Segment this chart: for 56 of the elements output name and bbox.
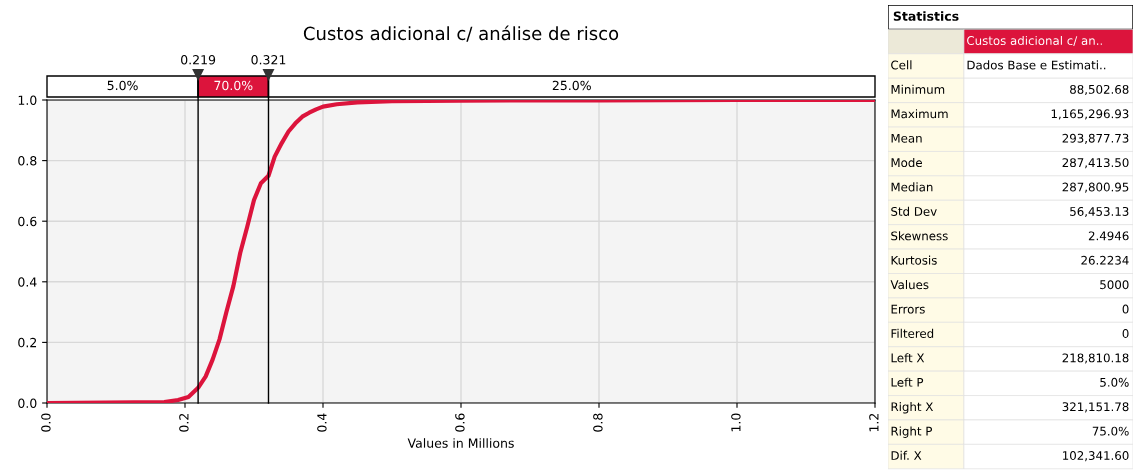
chart-title: Custos adicional c/ análise de risco xyxy=(303,25,619,42)
text: Std Dev xyxy=(891,206,937,216)
x-tick-label: 1.0 xyxy=(731,413,741,432)
text: Mean xyxy=(891,133,922,143)
x-axis-title: Values in Millions xyxy=(407,438,514,448)
x-tick-label: 0.8 xyxy=(593,413,603,432)
text: Filtered xyxy=(891,328,934,338)
text: 1,165,296.93 xyxy=(1051,109,1129,120)
y-tick-label: 0.4 xyxy=(18,277,37,287)
text: 56,453.13 xyxy=(1070,206,1129,218)
text: 287,413.50 xyxy=(1062,158,1129,169)
x-tick-label: 1.2 xyxy=(869,413,879,432)
x-tick-label: 0.4 xyxy=(317,413,327,432)
text: Right X xyxy=(891,402,934,414)
ref-line-label: 0.321 xyxy=(251,55,286,65)
text: 0 xyxy=(1122,304,1129,314)
text: 293,877.73 xyxy=(1062,133,1129,144)
text: Left X xyxy=(891,353,925,363)
y-tick-label: 0.8 xyxy=(18,156,37,166)
text: Errors xyxy=(891,304,925,314)
text: Median xyxy=(891,182,933,192)
text: Mode xyxy=(891,157,922,168)
text: Custos adicional c/ an.. xyxy=(967,35,1102,46)
y-tick-label: 0.0 xyxy=(18,398,37,408)
text: Skewness xyxy=(891,231,948,241)
text: Minimum xyxy=(891,84,945,94)
x-tick-label: 0.2 xyxy=(179,413,189,432)
text: Left P xyxy=(891,377,924,387)
text: Dados Base e Estimati.. xyxy=(967,60,1106,70)
text: 88,502.68 xyxy=(1070,84,1129,96)
ref-line-label: 0.219 xyxy=(181,55,216,65)
text: 5.0% xyxy=(1100,377,1129,387)
x-tick-label: 0.0 xyxy=(41,413,51,432)
x-tick-label: 0.6 xyxy=(455,413,465,432)
text: 70.0% xyxy=(214,80,253,91)
text: 26.2234 xyxy=(1081,255,1129,265)
text: 102,341.60 xyxy=(1063,451,1129,462)
text: 218,810.18 xyxy=(1062,353,1129,364)
y-tick-label: 0.2 xyxy=(18,337,37,348)
text: Kurtosis xyxy=(891,255,937,265)
text: Maximum xyxy=(891,109,948,119)
y-tick-label: 1.0 xyxy=(18,95,37,105)
text: 321,151.78 xyxy=(1062,402,1129,413)
text: 5000 xyxy=(1100,280,1129,290)
text: Statistics xyxy=(893,11,959,21)
text: Cell xyxy=(891,60,912,70)
text: 75.0% xyxy=(1092,426,1129,436)
text: 287,800.95 xyxy=(1062,182,1129,193)
text: Right P xyxy=(891,426,933,438)
text: 25.0% xyxy=(552,80,591,91)
text: Dif. X xyxy=(891,450,922,460)
text: 2.4946 xyxy=(1088,231,1129,241)
text: Values xyxy=(890,280,929,290)
text: 0 xyxy=(1122,329,1129,338)
text: 5.0% xyxy=(107,80,138,91)
y-tick-label: 0.6 xyxy=(18,216,37,227)
